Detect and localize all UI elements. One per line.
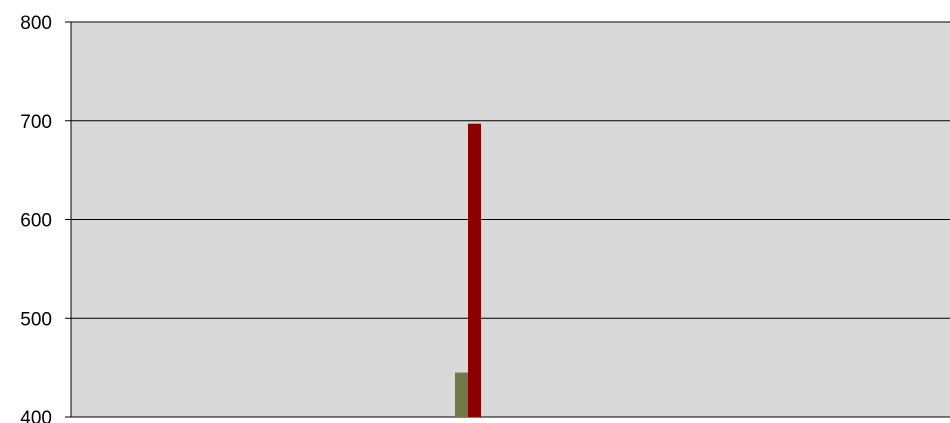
y-tick-label: 500	[20, 309, 52, 330]
bar-series-1	[455, 372, 468, 417]
y-tick-label: 400	[20, 408, 52, 423]
bars	[455, 123, 481, 418]
y-tick-label: 600	[20, 211, 52, 232]
y-axis-ticks: 400 500 600 700 800	[20, 13, 71, 423]
bar-series-2	[468, 123, 481, 418]
y-tick-label: 700	[20, 112, 52, 133]
y-tick-label: 800	[20, 13, 52, 34]
gridlines	[71, 21, 950, 418]
